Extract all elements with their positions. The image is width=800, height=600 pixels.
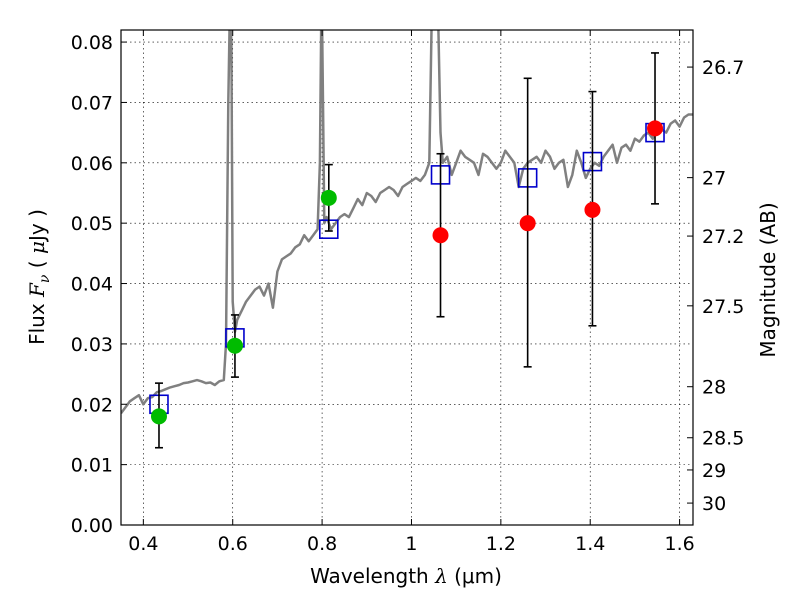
- y-tick-label: 0.08: [71, 32, 113, 54]
- model-spectrum: [121, 30, 693, 415]
- x-tick-label: 1.6: [664, 533, 694, 555]
- observed-flux-point: [519, 215, 536, 232]
- y-tick-label: 0.00: [71, 515, 113, 537]
- x-tick-label: 1: [405, 533, 417, 555]
- spectrum-line: [121, 30, 693, 415]
- y-tick-label: 0.07: [71, 92, 113, 114]
- observed-flux-point: [432, 227, 449, 244]
- y2-tick-label: 26.7: [702, 57, 744, 79]
- y2-tick-label: 30: [702, 493, 726, 515]
- x-axis-label: Wavelength λ (μm): [310, 564, 502, 588]
- x-tick-label: 1.4: [575, 533, 605, 555]
- y-tick-label: 0.05: [71, 213, 113, 235]
- y2-tick-label: 27: [702, 168, 726, 190]
- y2-axis-label: Magnitude (AB): [756, 202, 780, 357]
- observed-photometry: [150, 52, 664, 449]
- y2-tick-label: 27.2: [702, 226, 744, 248]
- plot-frame: [120, 29, 694, 526]
- y-tick-label: 0.03: [71, 334, 113, 356]
- y-axis-label: Flux Fν ( μJy ): [25, 209, 53, 345]
- y-tick-label: 0.01: [71, 455, 113, 477]
- observed-flux-point: [584, 201, 601, 218]
- y-tick-label: 0.02: [71, 394, 113, 416]
- y2-tick-label: 29: [702, 460, 726, 482]
- y2-tick-label: 28: [702, 377, 726, 399]
- x-tick-label: 0.4: [128, 533, 158, 555]
- observed-flux-point: [150, 408, 167, 425]
- x-tick-label: 0.8: [307, 533, 337, 555]
- y2-tick-label: 27.5: [702, 296, 744, 318]
- axis-ticks: 0.4 0.6 0.8 1 1.2 1.4 1.6 0.00 0.01 0.02 0.03 0.04 0…: [71, 30, 744, 555]
- y2-tick-label: 28.5: [702, 428, 744, 450]
- x-tick-label: 1.2: [486, 533, 516, 555]
- observed-flux-point: [320, 189, 337, 206]
- observed-flux-point: [647, 120, 664, 137]
- observed-flux-point: [226, 337, 243, 354]
- y-tick-label: 0.06: [71, 153, 113, 175]
- x-tick-label: 0.6: [218, 533, 248, 555]
- y-tick-label: 0.04: [71, 274, 113, 296]
